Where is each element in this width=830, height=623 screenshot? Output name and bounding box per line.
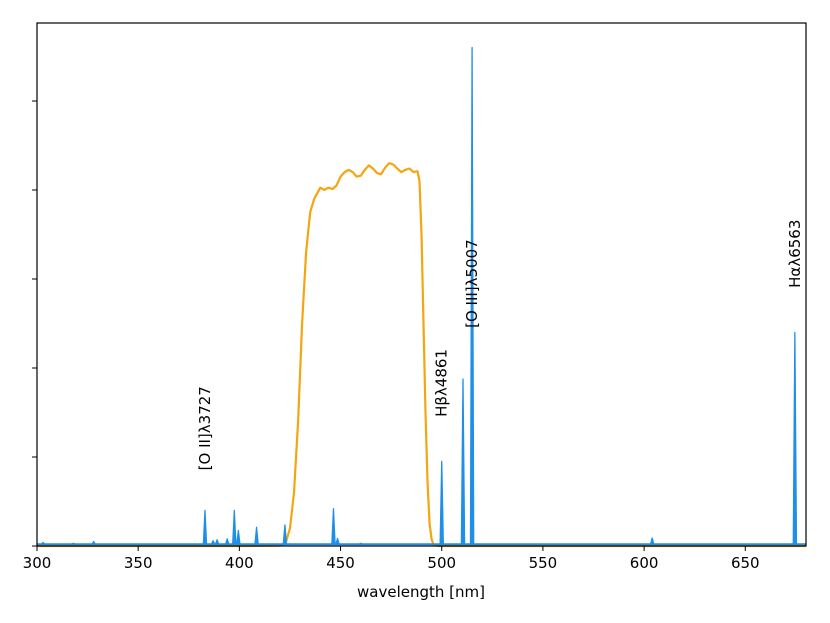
x-axis-ticks: 300 350 400 450 500 550 600 650 (23, 546, 760, 572)
emission-line-13 (358, 542, 364, 545)
emission-line-6 (224, 538, 230, 545)
emission-line-0 (40, 541, 46, 545)
line-annotation-2: [O III]λ5007 (463, 239, 481, 328)
emission-line-17 (649, 537, 655, 545)
x-tick-label-300: 300 (23, 554, 52, 572)
x-tick-label-450: 450 (326, 554, 355, 572)
filter-curve (37, 162, 806, 548)
y-axis-ticks (32, 100, 37, 547)
emission-line-9 (254, 526, 259, 545)
emission-line-2 (91, 540, 96, 545)
emission-line-11 (331, 507, 336, 545)
x-tick-label-650: 650 (731, 554, 760, 572)
plot-background (37, 23, 806, 546)
emission-line-4 (210, 540, 216, 545)
line-annotation-3: Hαλ6563 (786, 220, 804, 288)
x-tick-label-600: 600 (630, 554, 659, 572)
x-axis-label: wavelength [nm] (357, 583, 485, 601)
x-tick-label-550: 550 (529, 554, 558, 572)
emission-line-12 (335, 537, 340, 545)
emission-line-5 (214, 539, 220, 545)
emission-line-16 (469, 46, 475, 545)
line-annotations: [O II]λ3727 Hβλ4861 [O III]λ5007 Hαλ6563 (196, 220, 804, 471)
emission-line-8 (236, 529, 241, 545)
emission-line-14 (439, 460, 444, 545)
emission-line-19 (792, 331, 798, 545)
x-tick-label-400: 400 (225, 554, 254, 572)
emission-line-15 (460, 378, 466, 545)
emission-line-1 (71, 542, 76, 545)
emission-line-3 (202, 509, 208, 545)
emission-line-10 (282, 524, 288, 545)
x-tick-label-350: 350 (124, 554, 153, 572)
line-annotation-1: Hβλ4861 (433, 349, 451, 417)
line-annotation-0: [O II]λ3727 (196, 386, 214, 470)
filter-transmission-series (37, 162, 806, 548)
plot-frame (36, 22, 807, 547)
emission-spectrum-series (37, 46, 806, 546)
emission-line-7 (232, 509, 237, 545)
x-tick-label-500: 500 (427, 554, 456, 572)
